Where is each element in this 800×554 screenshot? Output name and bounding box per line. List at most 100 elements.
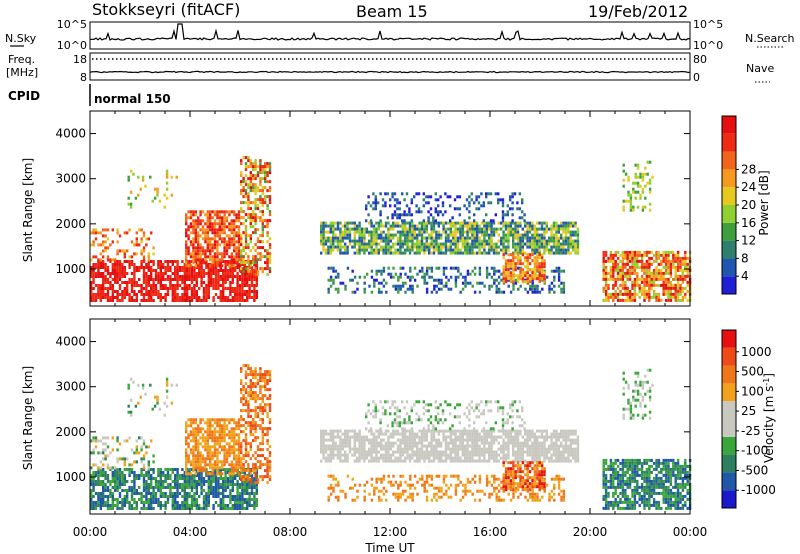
echo-cell	[392, 245, 395, 249]
echo-cell	[237, 264, 241, 268]
echo-cell	[90, 243, 93, 247]
echo-cell	[382, 284, 386, 288]
echo-cell	[165, 172, 169, 176]
echo-cell	[242, 222, 245, 226]
echo-cell	[346, 236, 349, 240]
echo-cell	[507, 284, 510, 288]
colorbar-swatch	[722, 276, 736, 294]
echo-cell	[538, 221, 541, 225]
echo-cell	[536, 287, 539, 291]
echo-cell	[237, 436, 241, 440]
echo-cell	[189, 222, 193, 226]
echo-cell	[329, 224, 332, 228]
echo-cell	[222, 260, 225, 263]
echo-cell	[672, 265, 675, 269]
colorbar-swatch	[722, 187, 736, 205]
echo-cell	[199, 421, 202, 425]
echo-cell	[213, 234, 217, 238]
echo-cell	[576, 239, 580, 243]
echo-cell	[528, 277, 532, 281]
echo-cell	[123, 495, 126, 498]
echo-cell	[495, 248, 498, 252]
echo-cell	[209, 219, 212, 223]
echo-cell	[444, 251, 448, 255]
echo-cell	[614, 265, 617, 269]
echo-cell	[121, 507, 124, 510]
echo-cell	[557, 266, 561, 270]
echo-cell	[234, 275, 237, 278]
echo-cell	[449, 275, 453, 279]
echo-cell	[413, 227, 416, 231]
echo-cell	[552, 233, 556, 237]
echo-cell	[353, 230, 356, 234]
echo-cell	[365, 230, 368, 234]
echo-cell	[536, 245, 539, 249]
echo-cell	[142, 474, 146, 477]
echo-cell	[268, 171, 272, 175]
echo-cell	[545, 245, 548, 249]
echo-cell	[174, 507, 177, 510]
echo-cell	[604, 271, 608, 275]
echo-cell	[240, 367, 243, 371]
echo-cell	[123, 249, 126, 253]
echo-cell	[473, 236, 476, 240]
echo-cell	[218, 252, 221, 256]
echo-cell	[324, 221, 328, 225]
echo-cell	[507, 236, 510, 240]
echo-cell	[396, 248, 400, 252]
echo-cell	[526, 227, 529, 231]
echo-cell	[114, 468, 117, 471]
echo-cell	[543, 245, 546, 249]
echo-cell	[109, 284, 112, 287]
echo-cell	[252, 418, 255, 422]
echo-cell	[406, 242, 409, 246]
echo-cell	[266, 222, 269, 226]
echo-cell	[259, 177, 262, 181]
echo-cell	[204, 457, 207, 461]
echo-cell	[106, 258, 110, 262]
echo-cell	[329, 236, 332, 240]
echo-cell	[249, 427, 252, 431]
echo-cell	[236, 489, 239, 492]
echo-cell	[221, 222, 224, 226]
echo-cell	[240, 451, 243, 455]
echo-cell	[645, 295, 649, 299]
echo-cell	[198, 296, 201, 299]
echo-cell	[433, 278, 436, 282]
echo-cell	[411, 248, 414, 252]
echo-cell	[636, 184, 640, 188]
echo-cell	[157, 266, 160, 269]
echo-cell	[92, 436, 95, 440]
echo-cell	[664, 268, 668, 272]
echo-cell	[247, 394, 250, 398]
echo-cell	[501, 210, 505, 214]
echo-cell	[435, 266, 438, 270]
echo-cell	[193, 284, 196, 287]
echo-cell	[205, 498, 208, 501]
echo-cell	[130, 284, 134, 287]
echo-cell	[531, 227, 534, 231]
echo-cell	[197, 430, 200, 434]
echo-cell	[261, 225, 264, 229]
echo-cell	[92, 228, 95, 232]
echo-cell	[353, 239, 356, 243]
echo-cell	[254, 427, 257, 431]
echo-cell	[396, 213, 399, 217]
echo-cell	[370, 233, 373, 237]
echo-cell	[225, 225, 229, 229]
echo-cell	[401, 266, 405, 270]
echo-cell	[651, 175, 654, 179]
echo-cell	[238, 296, 242, 299]
echo-cell	[336, 239, 340, 243]
echo-cell	[430, 230, 433, 234]
echo-cell	[604, 268, 608, 272]
echo-cell	[533, 274, 537, 278]
echo-cell	[217, 281, 220, 284]
echo-cell	[253, 299, 256, 302]
echo-cell	[531, 268, 534, 272]
echo-cell	[266, 249, 269, 253]
echo-cell	[423, 281, 426, 285]
echo-cell	[202, 489, 206, 492]
echo-cell	[176, 269, 179, 272]
echo-cell	[222, 486, 225, 489]
